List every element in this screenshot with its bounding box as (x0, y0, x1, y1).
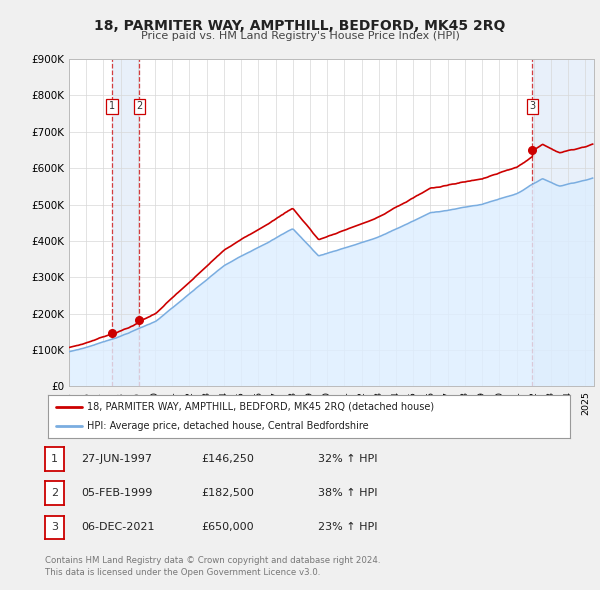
Text: £146,250: £146,250 (201, 454, 254, 464)
Text: £650,000: £650,000 (201, 523, 254, 532)
Text: Price paid vs. HM Land Registry's House Price Index (HPI): Price paid vs. HM Land Registry's House … (140, 31, 460, 41)
Text: 38% ↑ HPI: 38% ↑ HPI (318, 489, 377, 498)
Text: 2: 2 (51, 489, 58, 498)
Text: 05-FEB-1999: 05-FEB-1999 (81, 489, 152, 498)
Text: £182,500: £182,500 (201, 489, 254, 498)
Bar (532, 59, 594, 386)
Text: 3: 3 (529, 101, 535, 112)
Text: 27-JUN-1997: 27-JUN-1997 (81, 454, 152, 464)
Text: Contains HM Land Registry data © Crown copyright and database right 2024.: Contains HM Land Registry data © Crown c… (45, 556, 380, 565)
Text: 2: 2 (136, 101, 143, 112)
Text: 3: 3 (51, 523, 58, 532)
Text: 23% ↑ HPI: 23% ↑ HPI (318, 523, 377, 532)
Text: This data is licensed under the Open Government Licence v3.0.: This data is licensed under the Open Gov… (45, 568, 320, 577)
Text: HPI: Average price, detached house, Central Bedfordshire: HPI: Average price, detached house, Cent… (87, 421, 369, 431)
Text: 06-DEC-2021: 06-DEC-2021 (81, 523, 155, 532)
Bar (112, 59, 139, 386)
Text: 1: 1 (109, 101, 115, 112)
Text: 32% ↑ HPI: 32% ↑ HPI (318, 454, 377, 464)
Text: 1: 1 (51, 454, 58, 464)
Text: 18, PARMITER WAY, AMPTHILL, BEDFORD, MK45 2RQ: 18, PARMITER WAY, AMPTHILL, BEDFORD, MK4… (94, 19, 506, 33)
Text: 18, PARMITER WAY, AMPTHILL, BEDFORD, MK45 2RQ (detached house): 18, PARMITER WAY, AMPTHILL, BEDFORD, MK4… (87, 402, 434, 412)
